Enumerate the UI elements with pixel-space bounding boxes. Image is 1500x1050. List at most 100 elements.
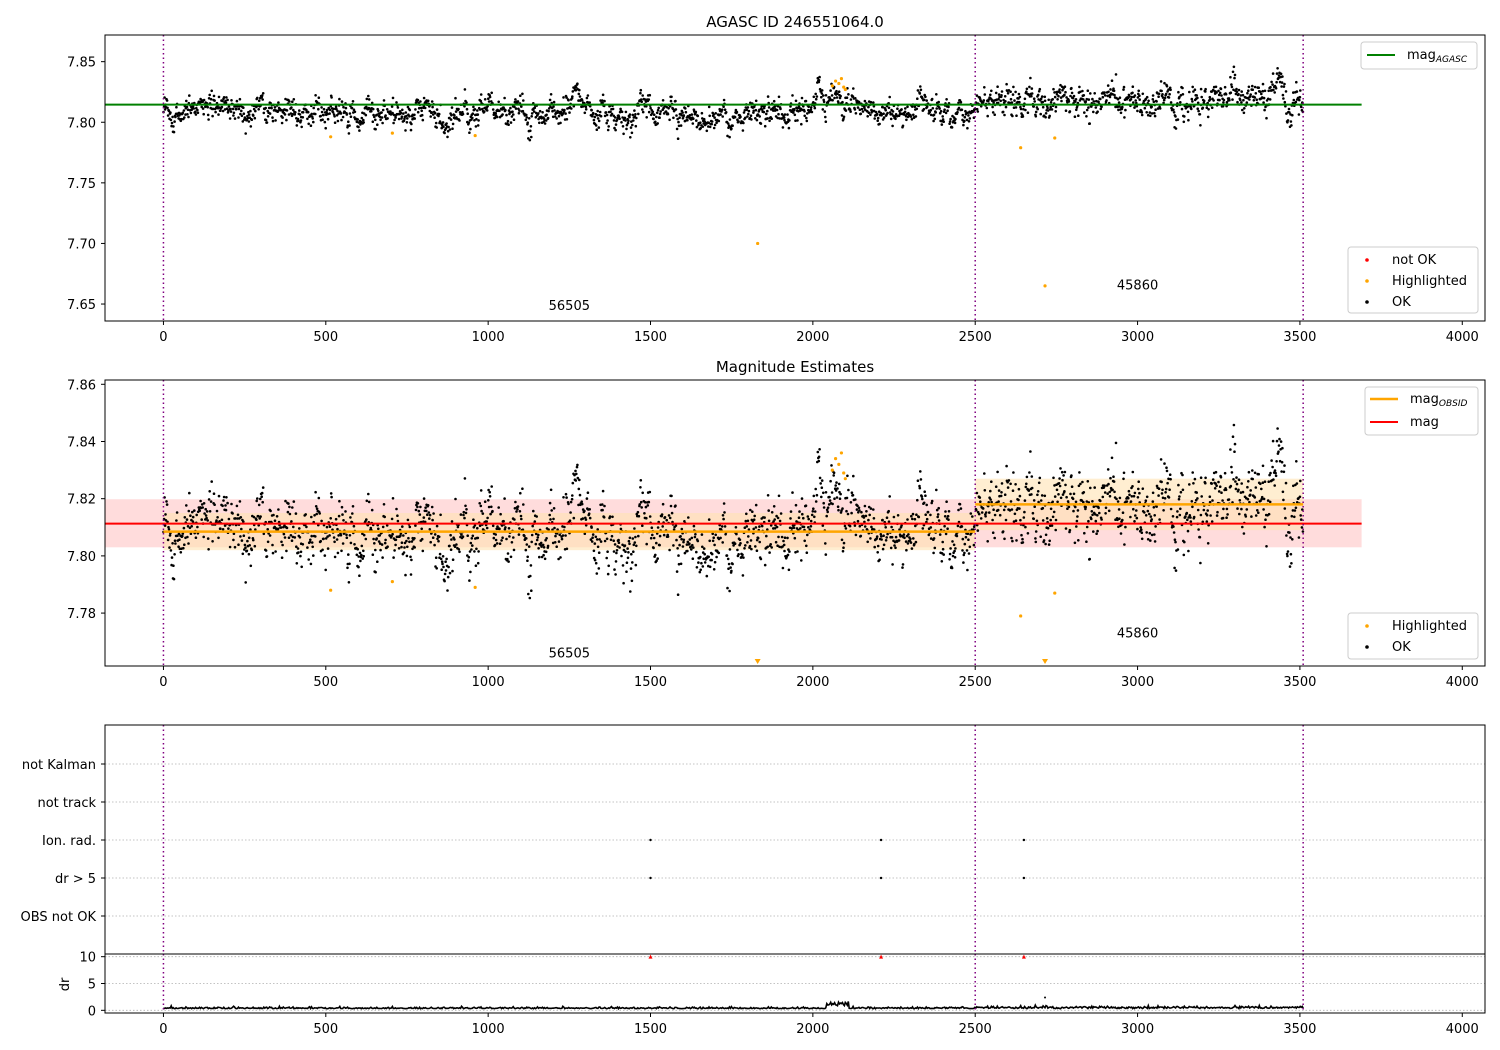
ok-point [1274,474,1278,478]
ok-point [232,111,236,115]
ok-point [1241,93,1245,97]
ok-point [770,511,774,514]
ok-point [836,505,840,509]
ok-point [1248,98,1251,101]
ok-point [1017,498,1020,502]
ok-point [476,526,479,530]
ok-point [444,569,448,572]
ok-point [199,499,202,503]
ok-point [1150,533,1154,537]
ok-point [494,111,498,115]
ok-point [1253,85,1257,89]
ok-point [172,125,175,128]
ok-point [228,545,232,549]
ok-point [539,541,543,545]
ok-point [1229,448,1232,451]
ok-point [454,110,458,113]
ok-point [644,505,648,509]
ok-point [1107,482,1110,486]
ok-point [243,543,247,547]
ok-point [314,490,317,494]
ok-point [712,113,715,116]
highlighted-point [390,131,394,135]
ok-point [923,490,926,494]
ok-point [1011,114,1014,118]
ok-point [972,528,975,531]
ok-point [1145,531,1148,534]
ok-point [794,551,797,554]
ok-point [568,519,572,522]
ok-point [845,496,849,500]
ok-point [571,481,575,485]
ok-point [683,520,686,523]
ok-point [735,532,738,536]
ok-point [654,120,657,124]
ok-point [546,544,550,548]
ok-point [344,510,347,513]
ok-point [700,561,703,565]
ok-point [299,554,302,558]
ok-point [849,110,852,113]
ok-point [487,488,490,492]
ok-point [702,117,706,121]
ok-point [467,555,471,559]
ok-point [181,534,184,538]
ok-point [238,500,242,503]
ok-point [476,113,480,116]
ok-point [1122,477,1125,481]
ok-point [832,471,836,475]
ok-point [769,543,772,546]
ok-point [546,116,550,120]
ok-point [658,543,661,547]
ok-point [822,491,825,495]
ok-point [435,567,439,570]
ok-point [180,117,183,121]
ok-point [292,500,296,503]
ok-point [221,109,225,113]
ok-point [581,517,585,520]
ok-point [754,503,758,507]
ok-point [1128,95,1131,98]
ok-point [951,540,954,543]
ok-point [1145,111,1148,114]
ok-point [744,106,748,109]
ok-point [540,555,544,559]
ok-point [1282,470,1286,474]
ok-point [1124,108,1127,112]
ok-point [713,560,717,564]
ok-point [1261,464,1265,468]
ok-point [603,504,606,508]
ok-point [375,113,379,117]
ok-point [1237,88,1241,92]
ok-point [341,115,345,119]
ok-point [1085,500,1089,503]
ok-point [601,508,604,512]
ok-point [457,107,460,111]
ok-point [445,122,448,125]
ok-point [1146,113,1150,117]
ok-point [649,536,653,540]
ok-point [287,502,290,505]
ok-point [1011,489,1015,493]
ok-point [528,138,532,142]
ok-point [658,116,661,119]
ok-point [1030,94,1033,98]
ok-point [260,491,264,495]
ok-point [860,510,863,514]
ok-point [1059,83,1062,87]
ok-point [632,543,636,547]
ok-point [696,114,700,118]
ok-point [208,510,212,513]
ok-point [279,108,283,112]
ok-point [945,98,948,101]
ok-point [1106,84,1110,87]
ok-point [1004,505,1007,508]
ok-point [351,100,355,103]
ok-point [809,108,813,111]
ok-point [710,558,713,562]
axes-frame [104,379,1486,667]
ok-point [603,99,606,103]
ok-point [1218,91,1222,95]
